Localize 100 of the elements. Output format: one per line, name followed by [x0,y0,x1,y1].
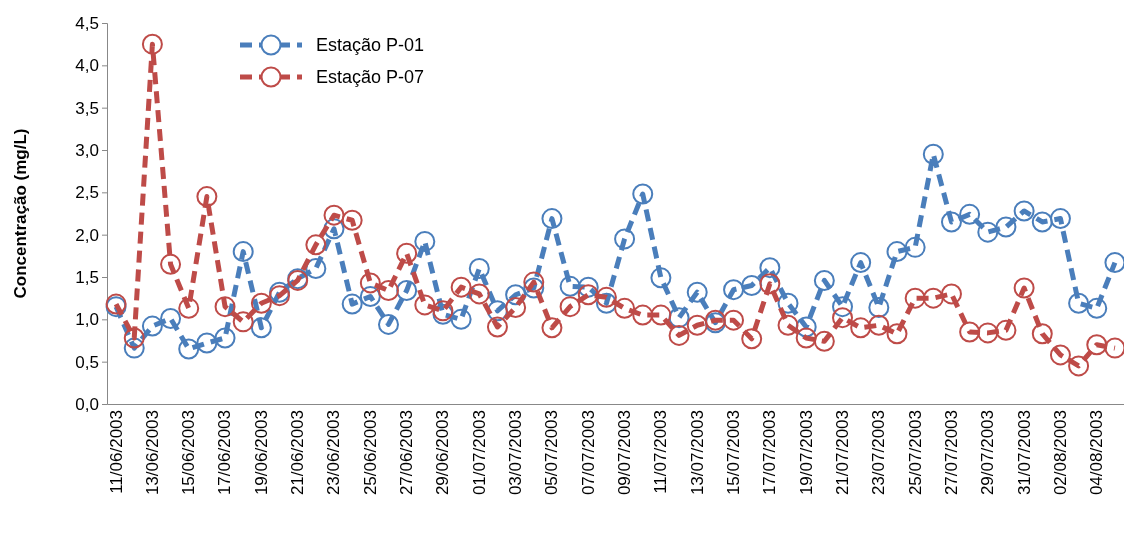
point [323,204,345,226]
point [850,252,872,274]
point [414,294,436,316]
y-tick-label: 2,5 [75,183,99,203]
x-tick-label: 21/07/2003 [832,410,852,496]
point [650,267,672,289]
point [1049,344,1071,366]
point [341,293,363,315]
point [196,332,218,354]
point [977,221,999,243]
x-tick-label: 11/06/2003 [106,410,126,494]
x-tick-label: 17/07/2003 [760,410,780,496]
point [396,242,418,264]
point [595,286,617,308]
point [577,276,599,298]
point [813,269,835,291]
x-tick-label: 19/06/2003 [251,410,271,496]
point [632,304,654,326]
point [1031,323,1053,345]
point [377,313,399,335]
x-tick-label: 02/08/2003 [1050,410,1070,496]
point [832,296,854,318]
x-tick-label: 13/06/2003 [142,410,162,496]
point [959,321,981,343]
point [559,275,581,297]
point [868,314,890,336]
point [741,274,763,296]
point [178,338,200,360]
point [850,317,872,339]
x-tick-label: 01/07/2003 [469,410,489,496]
x-tick-label: 23/07/2003 [869,410,889,496]
point [505,284,527,306]
y-tick-label: 1,5 [75,267,99,287]
point [414,230,436,252]
x-tick-label: 04/08/2003 [1087,410,1107,496]
legend-label: Estação P-07 [316,67,425,87]
point [1086,297,1108,319]
point [995,216,1017,238]
y-tick-label: 0,5 [75,352,99,372]
point [940,211,962,233]
point [795,327,817,349]
point [922,287,944,309]
point [450,308,472,330]
point [723,309,745,331]
point [686,314,708,336]
point [541,317,563,339]
point [868,296,890,318]
point [759,257,781,279]
point [1013,200,1035,222]
point [141,33,163,55]
x-tick-label: 21/06/2003 [288,410,308,496]
point [232,241,254,263]
point [523,271,545,293]
point [777,314,799,336]
x-tick-label: 23/06/2003 [324,410,344,496]
x-tick-label: 03/07/2003 [506,410,526,496]
x-tick-label: 27/06/2003 [397,410,417,496]
x-tick-label: 31/07/2003 [1014,410,1034,496]
point [741,328,763,350]
y-axis-title: Concentração (mg/L) [11,128,30,299]
point [232,311,254,333]
point [1104,337,1124,359]
point [922,143,944,165]
x-tick-label: 15/06/2003 [179,410,199,496]
point [214,327,236,349]
point [123,337,145,359]
point [250,317,272,339]
point [123,327,145,349]
point [214,296,236,318]
point [777,292,799,314]
point [1031,211,1053,233]
point [832,307,854,329]
point [359,285,381,307]
point [759,273,781,295]
point [668,307,690,329]
x-tick-label: 11/07/2003 [651,410,671,494]
y-tick-label: 2,0 [75,225,99,245]
y-tick-label: 3,5 [75,98,99,118]
x-tick-label: 13/07/2003 [687,410,707,496]
point [886,241,908,263]
point [904,236,926,258]
y-tick-label: 3,0 [75,140,99,160]
x-tick-label: 25/06/2003 [360,410,380,496]
point [323,218,345,240]
point [178,297,200,319]
point [614,228,636,250]
point [632,183,654,205]
point [595,292,617,314]
point [359,272,381,294]
point [1049,208,1071,230]
point [1013,277,1035,299]
point [650,304,672,326]
y-tick-label: 0,0 [75,394,99,414]
point [396,280,418,302]
point [141,315,163,337]
point [723,279,745,301]
point [1068,355,1090,377]
point [813,330,835,352]
point [505,296,527,318]
x-tick-label: 05/07/2003 [542,410,562,496]
